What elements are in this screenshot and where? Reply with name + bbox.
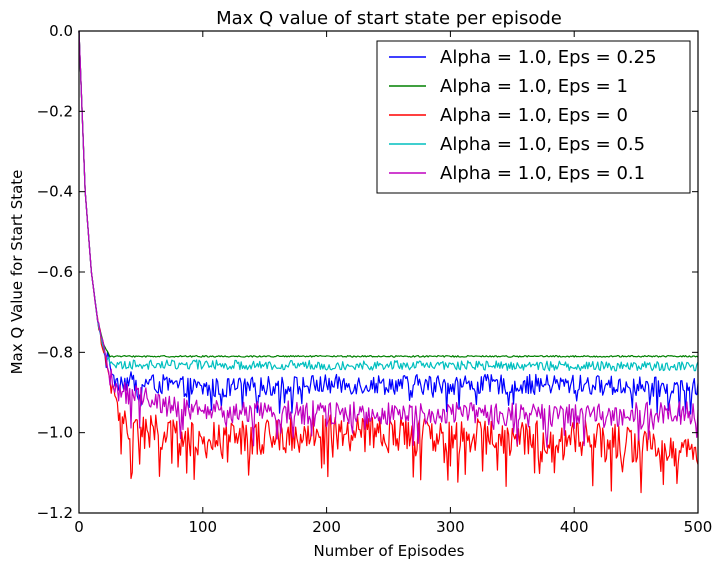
chart-title: Max Q value of start state per episode [216, 8, 562, 29]
x-tick-label: 500 [684, 518, 713, 536]
y-tick-label: −0.4 [37, 183, 73, 201]
legend-label-3: Alpha = 1.0, Eps = 0 [440, 105, 628, 126]
x-tick-label: 400 [560, 518, 589, 536]
legend: Alpha = 1.0, Eps = 0.25 Alpha = 1.0, Eps … [377, 41, 690, 193]
legend-label-1: Alpha = 1.0, Eps = 0.25 [440, 47, 657, 68]
y-tick-label: −1.2 [37, 504, 73, 522]
x-tick-label: 200 [312, 518, 341, 536]
legend-label-5: Alpha = 1.0, Eps = 0.1 [440, 163, 645, 184]
x-axis-label: Number of Episodes [314, 542, 465, 560]
legend-label-2: Alpha = 1.0, Eps = 1 [440, 76, 628, 97]
y-tick-label: 0.0 [49, 22, 73, 40]
legend-label-4: Alpha = 1.0, Eps = 0.5 [440, 134, 645, 155]
y-axis-label: Max Q Value for Start State [8, 170, 26, 375]
x-tick-label: 100 [188, 518, 217, 536]
y-tick-label: −0.2 [37, 102, 73, 120]
y-tick-label: −1.0 [37, 424, 73, 442]
x-tick-label: 0 [74, 518, 84, 536]
y-tick-label: −0.8 [37, 343, 73, 361]
x-tick-label: 300 [436, 518, 465, 536]
y-tick-label: −0.6 [37, 263, 73, 281]
